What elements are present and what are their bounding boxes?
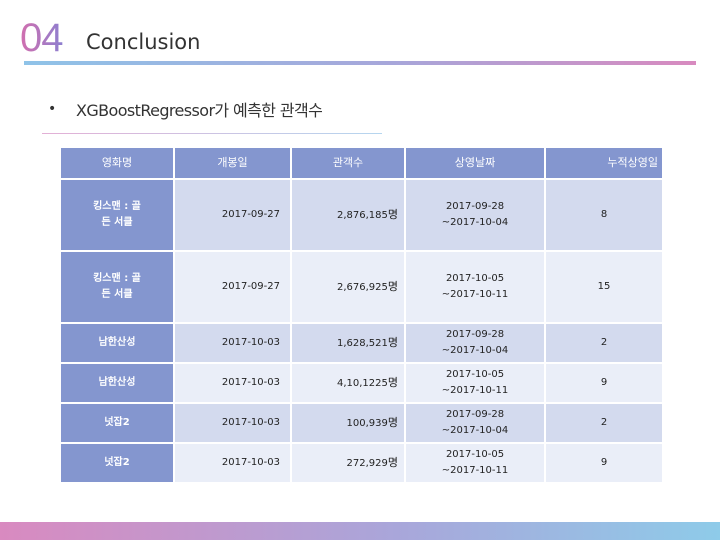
table-body: 킹스맨 : 골 든 서클 2017-09-27 2,876,185명 2017-09-… bbox=[59, 178, 664, 484]
audience-unit: 명 bbox=[387, 335, 398, 349]
bullet-text: XGBoostRegressor가 예측한 관객수 bbox=[76, 101, 323, 120]
cell-cumulative-days: 9 bbox=[544, 442, 664, 484]
audience-value: 2,676,925 bbox=[336, 281, 388, 293]
cell-screening-period: 2017-09-28 ~2017-10-04 bbox=[404, 402, 546, 444]
cell-screening-period: 2017-10-05 ~2017-10-11 bbox=[404, 362, 546, 404]
cell-movie: 남한산성 bbox=[59, 362, 175, 404]
period-end: ~2017-10-11 bbox=[441, 289, 509, 300]
audience-unit: 명 bbox=[387, 207, 398, 221]
cell-cumulative-days: 15 bbox=[544, 250, 664, 324]
cell-audience: 100,939명 bbox=[290, 402, 406, 444]
cell-movie: 킹스맨 : 골 든 서클 bbox=[59, 178, 175, 252]
header-movie: 영화명 bbox=[59, 146, 175, 180]
table-row: 넛잡2 2017-10-03 272,929명 2017-10-05 ~2017-10-… bbox=[59, 442, 664, 484]
period-start: 2017-09-28 bbox=[445, 201, 505, 212]
cell-audience: 2,876,185명 bbox=[290, 178, 406, 252]
cell-screening-period: 2017-10-05 ~2017-10-11 bbox=[404, 250, 546, 324]
period-end: ~2017-10-11 bbox=[441, 385, 509, 396]
footer-band bbox=[0, 522, 720, 540]
cell-audience: 272,929명 bbox=[290, 442, 406, 484]
prediction-table-container: 영화명 개봉일 관객수 상영날짜 누적상영일 킹스맨 : 골 든 서클 2017-… bbox=[59, 146, 664, 484]
cell-audience: 1,628,521명 bbox=[290, 322, 406, 364]
table-row: 넛잡2 2017-10-03 100,939명 2017-09-28 ~2017-10-… bbox=[59, 402, 664, 444]
cell-cumulative-days: 2 bbox=[544, 402, 664, 444]
table-row: 킹스맨 : 골 든 서클 2017-09-27 2,876,185명 2017-09-… bbox=[59, 178, 664, 252]
cell-movie: 남한산성 bbox=[59, 322, 175, 364]
audience-value: 2,876,185 bbox=[336, 209, 388, 221]
slide-title: Conclusion bbox=[86, 30, 201, 54]
period-end: ~2017-10-04 bbox=[441, 425, 509, 436]
period-start: 2017-09-28 bbox=[445, 409, 505, 420]
cell-audience: 4,10,1225명 bbox=[290, 362, 406, 404]
cell-cumulative-days: 9 bbox=[544, 362, 664, 404]
period-start: 2017-10-05 bbox=[445, 369, 505, 380]
period-end: ~2017-10-04 bbox=[441, 345, 509, 356]
section-divider bbox=[42, 133, 382, 134]
period-end: ~2017-10-04 bbox=[441, 217, 509, 228]
table-header-row: 영화명 개봉일 관객수 상영날짜 누적상영일 bbox=[59, 146, 664, 180]
period-start: 2017-10-05 bbox=[445, 449, 505, 460]
bullet-icon: • bbox=[48, 101, 56, 117]
cell-screening-period: 2017-09-28 ~2017-10-04 bbox=[404, 178, 546, 252]
table-row: 킹스맨 : 골 든 서클 2017-09-27 2,676,925명 2017-10-… bbox=[59, 250, 664, 324]
period-start: 2017-10-05 bbox=[445, 273, 505, 284]
audience-unit: 명 bbox=[387, 375, 398, 389]
table-row: 남한산성 2017-10-03 4,10,1225명 2017-10-05 ~2017-… bbox=[59, 362, 664, 404]
cell-audience: 2,676,925명 bbox=[290, 250, 406, 324]
cell-screening-period: 2017-09-28 ~2017-10-04 bbox=[404, 322, 546, 364]
cell-movie: 넛잡2 bbox=[59, 442, 175, 484]
bullet-point: • XGBoostRegressor가 예측한 관객수 bbox=[48, 98, 323, 120]
header-cumulative-days: 누적상영일 bbox=[544, 146, 664, 180]
audience-value: 4,10,1225 bbox=[336, 377, 388, 389]
cell-movie: 킹스맨 : 골 든 서클 bbox=[59, 250, 175, 324]
audience-unit: 명 bbox=[387, 415, 398, 429]
audience-value: 272,929 bbox=[346, 457, 388, 469]
audience-value: 1,628,521 bbox=[336, 337, 388, 349]
table-row: 남한산성 2017-10-03 1,628,521명 2017-09-28 ~2017-… bbox=[59, 322, 664, 364]
cell-open-date: 2017-09-27 bbox=[173, 250, 292, 324]
header-audience: 관객수 bbox=[290, 146, 406, 180]
cell-cumulative-days: 8 bbox=[544, 178, 664, 252]
audience-unit: 명 bbox=[387, 279, 398, 293]
cell-open-date: 2017-10-03 bbox=[173, 322, 292, 364]
cell-cumulative-days: 2 bbox=[544, 322, 664, 364]
cell-open-date: 2017-09-27 bbox=[173, 178, 292, 252]
cell-open-date: 2017-10-03 bbox=[173, 442, 292, 484]
header-screening-period: 상영날짜 bbox=[404, 146, 546, 180]
audience-value: 100,939 bbox=[346, 417, 388, 429]
prediction-table: 영화명 개봉일 관객수 상영날짜 누적상영일 킹스맨 : 골 든 서클 2017-… bbox=[59, 146, 664, 484]
period-start: 2017-09-28 bbox=[445, 329, 505, 340]
period-end: ~2017-10-11 bbox=[441, 465, 509, 476]
header-open-date: 개봉일 bbox=[173, 146, 292, 180]
cell-movie: 넛잡2 bbox=[59, 402, 175, 444]
cell-open-date: 2017-10-03 bbox=[173, 402, 292, 444]
cell-screening-period: 2017-10-05 ~2017-10-11 bbox=[404, 442, 546, 484]
audience-unit: 명 bbox=[387, 455, 398, 469]
title-divider bbox=[24, 61, 696, 65]
slide-number: 04 bbox=[20, 16, 63, 60]
cell-open-date: 2017-10-03 bbox=[173, 362, 292, 404]
